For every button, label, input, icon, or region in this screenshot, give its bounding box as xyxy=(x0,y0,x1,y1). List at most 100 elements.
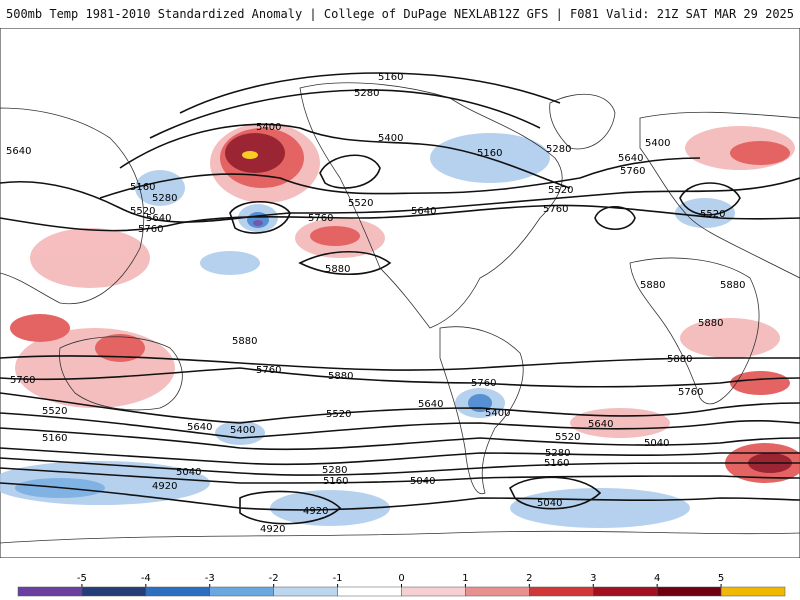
contour-label: 4920 xyxy=(260,524,285,535)
colorbar-swatch xyxy=(209,586,274,597)
contour-label: 5160 xyxy=(477,148,502,159)
contour-label: 5640 xyxy=(418,399,443,410)
eurasia-outline xyxy=(639,111,800,279)
colorbar-tick-label: -2 xyxy=(269,573,279,584)
south-america-outline xyxy=(439,326,524,495)
colorbar-swatch xyxy=(593,586,658,597)
contour-5640-south xyxy=(0,392,800,424)
contour-label: 5040 xyxy=(176,467,201,478)
contour-label: 5640 xyxy=(146,213,171,224)
model-valid-time: 12Z GFS | F081 Valid: 21Z SAT MAR 29 202… xyxy=(497,7,794,21)
contour-5160-south xyxy=(0,457,800,476)
colorbar-swatch xyxy=(273,586,338,597)
contour-label: 5880 xyxy=(720,280,745,291)
coastlines xyxy=(0,82,800,544)
contour-label: 5520 xyxy=(348,198,373,209)
contour-label: 5760 xyxy=(543,204,568,215)
contour-label: 5640 xyxy=(187,422,212,433)
colorbar-tick-label: -3 xyxy=(205,573,215,584)
contour-label: 5880 xyxy=(325,264,350,275)
colorbar-cells xyxy=(17,586,786,597)
map-title: 500mb Temp 1981-2010 Standardized Anomal… xyxy=(6,7,498,21)
colorbar-swatch xyxy=(401,586,466,597)
anomaly-cool-region xyxy=(200,251,260,275)
colorbar-tick-labels: -5 -4 -3 -2 -1 0 1 2 3 4 5 xyxy=(77,573,724,587)
anomaly-extreme-warm-region xyxy=(242,151,258,159)
contour-label: 5880 xyxy=(328,371,353,382)
colorbar-swatch xyxy=(337,586,402,597)
contour-5280-south xyxy=(0,447,800,466)
contour-5520-north xyxy=(99,157,701,199)
antarctica-outline xyxy=(0,530,800,544)
asia-west-outline xyxy=(0,107,145,305)
anomaly-warm-region xyxy=(30,228,150,288)
colorbar-swatch xyxy=(465,586,530,597)
colorbar-tick-label: -4 xyxy=(141,573,151,584)
contour-label: 5160 xyxy=(42,433,67,444)
contour-5520-south xyxy=(0,412,800,439)
contour-label: 5280 xyxy=(354,88,379,99)
contour-label: 5520 xyxy=(42,406,67,417)
contour-label: 5760 xyxy=(138,224,163,235)
contour-label: 5400 xyxy=(485,408,510,419)
contour-label: 5520 xyxy=(548,185,573,196)
anomaly-warm-region xyxy=(730,371,790,395)
contour-5040-south xyxy=(0,467,800,484)
contour-label: 5160 xyxy=(323,476,348,487)
colorbar-swatch xyxy=(81,586,147,597)
anomaly-warm-region xyxy=(10,314,70,342)
contour-5400-north xyxy=(119,123,571,189)
contour-label: 5760 xyxy=(620,166,645,177)
australia-outline xyxy=(59,336,183,411)
colorbar-tick-label: -5 xyxy=(77,573,87,584)
contour-label: 5160 xyxy=(378,72,403,83)
contour-label: 5760 xyxy=(10,375,35,386)
contour-label: 5880 xyxy=(698,318,723,329)
anomaly-warm-region xyxy=(570,408,670,438)
contour-label: 5280 xyxy=(152,193,177,204)
contour-label: 5280 xyxy=(546,144,571,155)
colorbar-tick-label: 5 xyxy=(718,573,724,584)
contour-label: 5640 xyxy=(411,206,436,217)
contour-5520-low xyxy=(319,154,381,189)
contour-5640-north xyxy=(0,177,800,223)
contour-label: 5760 xyxy=(256,365,281,376)
contour-5280-north xyxy=(149,89,541,139)
contour-label: 5400 xyxy=(230,425,255,436)
colorbar-swatch xyxy=(656,586,722,597)
contour-label: 5520 xyxy=(130,206,155,217)
contour-4920-south xyxy=(0,482,800,511)
colorbar-swatch xyxy=(529,586,594,597)
colorbar-tick-label: 0 xyxy=(398,573,404,584)
contour-label: 5400 xyxy=(378,133,403,144)
anomaly-cool-region xyxy=(215,421,265,445)
contour-label: 5760 xyxy=(308,213,333,224)
contour-label: 5040 xyxy=(410,476,435,487)
anomaly-warm-region xyxy=(730,141,790,165)
contour-5760-low xyxy=(229,201,291,234)
colorbar-swatch xyxy=(17,586,83,597)
contour-label: 5760 xyxy=(471,378,496,389)
contour-5760-south xyxy=(0,367,800,388)
greenland-outline xyxy=(549,93,616,150)
contour-label: 5280 xyxy=(322,465,347,476)
contour-5880-south xyxy=(0,355,800,371)
contour-5160-north xyxy=(179,72,561,114)
contour-label: 5160 xyxy=(544,458,569,469)
contour-label: 5640 xyxy=(588,419,613,430)
contour-5520-eurasia-low xyxy=(679,182,741,216)
anomaly-cool-region xyxy=(510,488,690,528)
contour-label: 5160 xyxy=(130,182,155,193)
contour-label: 5880 xyxy=(667,354,692,365)
contour-label: 5280 xyxy=(545,448,570,459)
contour-5760-north xyxy=(0,204,800,232)
anomaly-map: 5160 5280 5400 5400 5160 5520 5280 5520 … xyxy=(0,28,800,558)
contour-5040-low xyxy=(508,476,602,510)
contour-label: 4920 xyxy=(152,481,177,492)
contour-label: 5760 xyxy=(678,387,703,398)
colorbar-swatch xyxy=(145,586,210,597)
contour-label: 5880 xyxy=(640,280,665,291)
colorbar-tick-label: 2 xyxy=(526,573,532,584)
header: 500mb Temp 1981-2010 Standardized Anomal… xyxy=(0,0,800,28)
contour-label: 5400 xyxy=(645,138,670,149)
